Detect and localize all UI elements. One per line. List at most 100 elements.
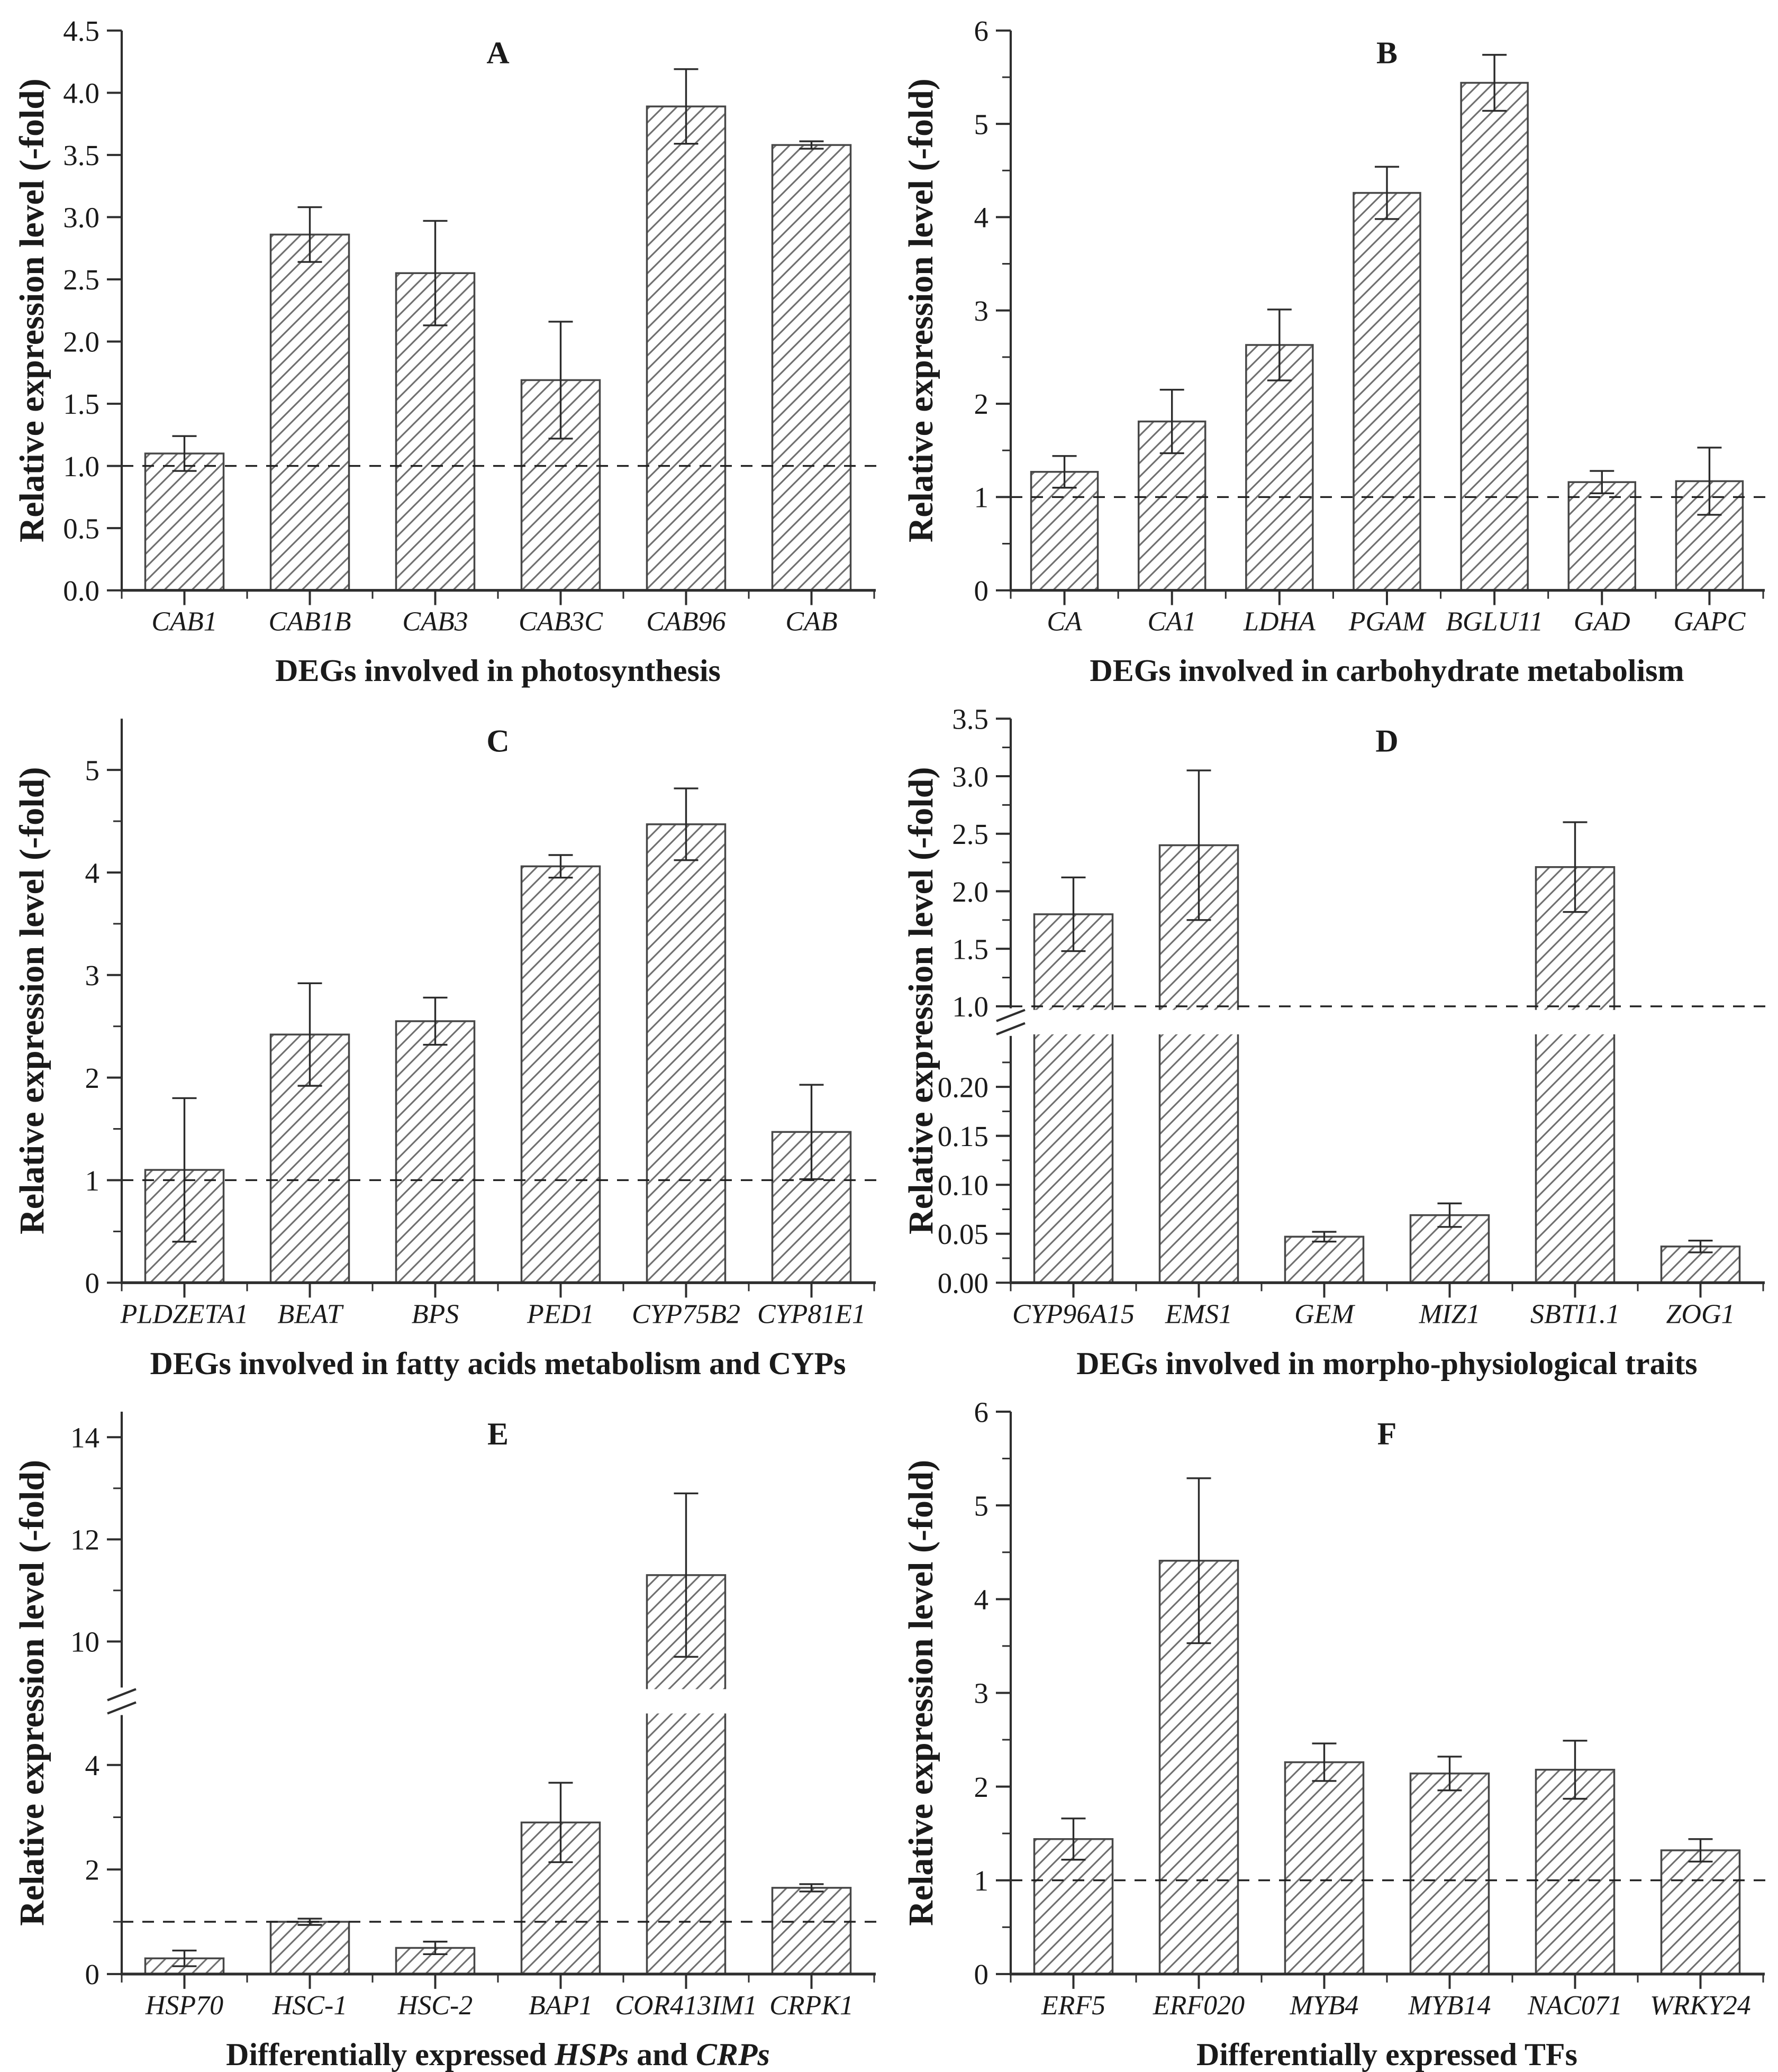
category-label-MIZ1: MIZ1: [1419, 1299, 1481, 1329]
y-tick-label: 6: [974, 1396, 988, 1428]
bar-PGAM: [1353, 192, 1421, 592]
error-bars: [1061, 769, 1713, 1253]
category-label-ERF020: ERF020: [1153, 1991, 1245, 2021]
y-tick-label: 4.0: [63, 77, 99, 110]
axes: [107, 719, 876, 1298]
y-tick-label: 0.15: [938, 1120, 988, 1152]
category-label-PGAM: PGAM: [1348, 607, 1427, 637]
chart-F: 0 1 2 3 4 5 6 ERF5 ERF020 MYB4 MYB14 NAC071 WRKY24 Di…: [902, 1396, 1765, 2072]
category-label-GAD: GAD: [1574, 607, 1630, 637]
category-label-BGLU11: BGLU11: [1446, 607, 1543, 637]
y-tick-label: 2.0: [952, 876, 988, 908]
y-tick-label: 2: [85, 1854, 99, 1886]
category-label-LDHA: LDHA: [1243, 607, 1316, 637]
chart-B: 0 1 2 3 4 5 6 CA CA1 LDHA PGAM BGLU11 GAD GAPC DEGs in…: [902, 15, 1765, 688]
y-tick-label: 3.0: [952, 760, 988, 793]
category-label-NAC071: NAC071: [1527, 1991, 1622, 2021]
bar-GAD: [1567, 481, 1637, 592]
bar-CA: [1030, 471, 1099, 592]
bar-COR413IM1: [646, 1574, 727, 1975]
panel-letter: D: [1375, 723, 1398, 759]
y-tick-label: 5: [974, 108, 988, 140]
category-label-GEM: GEM: [1294, 1299, 1355, 1329]
y-tick-label: 0.0: [63, 575, 99, 607]
panel-letter: B: [1376, 35, 1398, 70]
bar-NAC071: [1535, 1768, 1616, 1975]
axes: [107, 29, 876, 605]
panel-C: 0 1 2 3 4 5 PLDZETA1 BEAT BPS PED1 CYP75B2 CYP81E1 D…: [0, 688, 889, 1381]
bar-LDHA: [1245, 344, 1314, 592]
category-label-CAB3: CAB3: [402, 607, 468, 637]
y-tick-label: 2.0: [63, 326, 99, 358]
y-tick-label: 5: [85, 754, 99, 786]
category-label-PED1: PED1: [527, 1299, 594, 1329]
bar-break-gap: [645, 1689, 728, 1714]
bar-BPS: [395, 1020, 476, 1284]
category-label-COR413IM1: COR413IM1: [615, 1991, 757, 2021]
category-label-GAPC: GAPC: [1674, 607, 1746, 637]
y-tick-label: 1.5: [952, 933, 988, 965]
category-label-BEAT: BEAT: [277, 1299, 344, 1329]
y-axis-title: Relative expression level (-fold): [902, 78, 940, 542]
y-tick-label: 3: [974, 295, 988, 327]
bars: [1033, 1559, 1741, 1975]
y-tick-label: 1.0: [63, 450, 99, 483]
y-tick-label: 4: [974, 202, 988, 234]
y-tick-label: 6: [974, 15, 988, 47]
y-tick-label: 1: [974, 481, 988, 514]
bar-break-gap: [1032, 1010, 1115, 1034]
x-axis-title: DEGs involved in carbohydrate metabolism: [1090, 653, 1684, 688]
y-tick-label: 2: [974, 1771, 988, 1803]
bar-WRKY24: [1660, 1849, 1741, 1975]
category-label-BAP1: BAP1: [529, 1991, 593, 2021]
bar-break-gap: [1157, 1010, 1240, 1034]
panel-letter: A: [486, 35, 509, 70]
y-tick-label: 1: [85, 1165, 99, 1197]
x-axis-title: DEGs involved in morpho-physiological tr…: [1076, 1346, 1697, 1381]
x-axis-title: DEGs involved in photosynthesis: [275, 653, 721, 688]
bar-MYB14: [1409, 1773, 1490, 1975]
bar-CRPK1: [771, 1887, 852, 1975]
error-bars: [1061, 1477, 1713, 1862]
panel-D: 0.00 0.05 0.10 0.15 0.20 1.0 1.5 2.0 2.5 3.0 3.5 CY…: [889, 688, 1778, 1381]
chart-D: 0.00 0.05 0.10 0.15 0.20 1.0 1.5 2.0 2.5 3.0 3.5 CY…: [902, 703, 1765, 1381]
category-label-CAB96: CAB96: [646, 607, 725, 637]
y-tick-label: 0.00: [938, 1267, 988, 1299]
category-label-CA: CA: [1047, 607, 1082, 637]
y-axis-title: Relative expression level (-fold): [13, 78, 51, 542]
y-tick-label: 0.10: [938, 1169, 988, 1201]
x-axis-title: DEGs involved in fatty acids metabolism …: [150, 1346, 846, 1381]
category-label-HSC-2: HSC-2: [397, 1991, 473, 2021]
y-tick-label: 2: [974, 388, 988, 420]
bar-CAB1B: [269, 233, 350, 592]
bars: [1030, 81, 1744, 592]
y-tick-label: 3.5: [952, 703, 988, 735]
axes: [107, 1412, 876, 1989]
category-label-MYB14: MYB14: [1408, 1991, 1491, 2021]
panel-B: 0 1 2 3 4 5 6 CA CA1 LDHA PGAM BGLU11 GAD GAPC DEGs in…: [889, 0, 1778, 688]
error-bars: [172, 1492, 824, 1967]
chart-E: 0 2 4 10 12 14 HSP70 HSC-1 HSC-2 BAP1 COR413IM1 CRP…: [13, 1412, 876, 2072]
y-axis-title: Relative expression level (-fold): [13, 1460, 51, 1926]
bar-SBTI1.1: [1535, 866, 1616, 1284]
y-tick-label: 4: [85, 857, 99, 889]
bars: [144, 105, 852, 592]
category-label-CAB3C: CAB3C: [519, 607, 603, 637]
bar-CYP75B2: [646, 823, 727, 1284]
bar-CYP96A15: [1033, 913, 1114, 1284]
y-tick-label: 3.5: [63, 139, 99, 171]
y-tick-label: 4: [85, 1749, 99, 1782]
y-tick-label: 10: [70, 1626, 99, 1658]
panel-A: 0.0 0.5 1.0 1.5 2.0 2.5 3.0 3.5 4.0 4.5 CAB1 CAB1B C…: [0, 0, 889, 688]
panel-F: 0 1 2 3 4 5 6 ERF5 ERF020 MYB4 MYB14 NAC071 WRKY24 Di…: [889, 1381, 1778, 2072]
axes: [996, 717, 1765, 1298]
error-bars: [1052, 53, 1722, 516]
y-tick-label: 2.5: [63, 263, 99, 296]
category-label-CA1: CA1: [1147, 607, 1196, 637]
y-tick-label: 3: [85, 959, 99, 992]
y-tick-label: 0.20: [938, 1071, 988, 1103]
y-tick-label: 2: [85, 1062, 99, 1094]
bar-break-gap: [1534, 1010, 1617, 1034]
axis-break-icon: [996, 1008, 1026, 1035]
y-tick-label: 0: [85, 1958, 99, 1991]
